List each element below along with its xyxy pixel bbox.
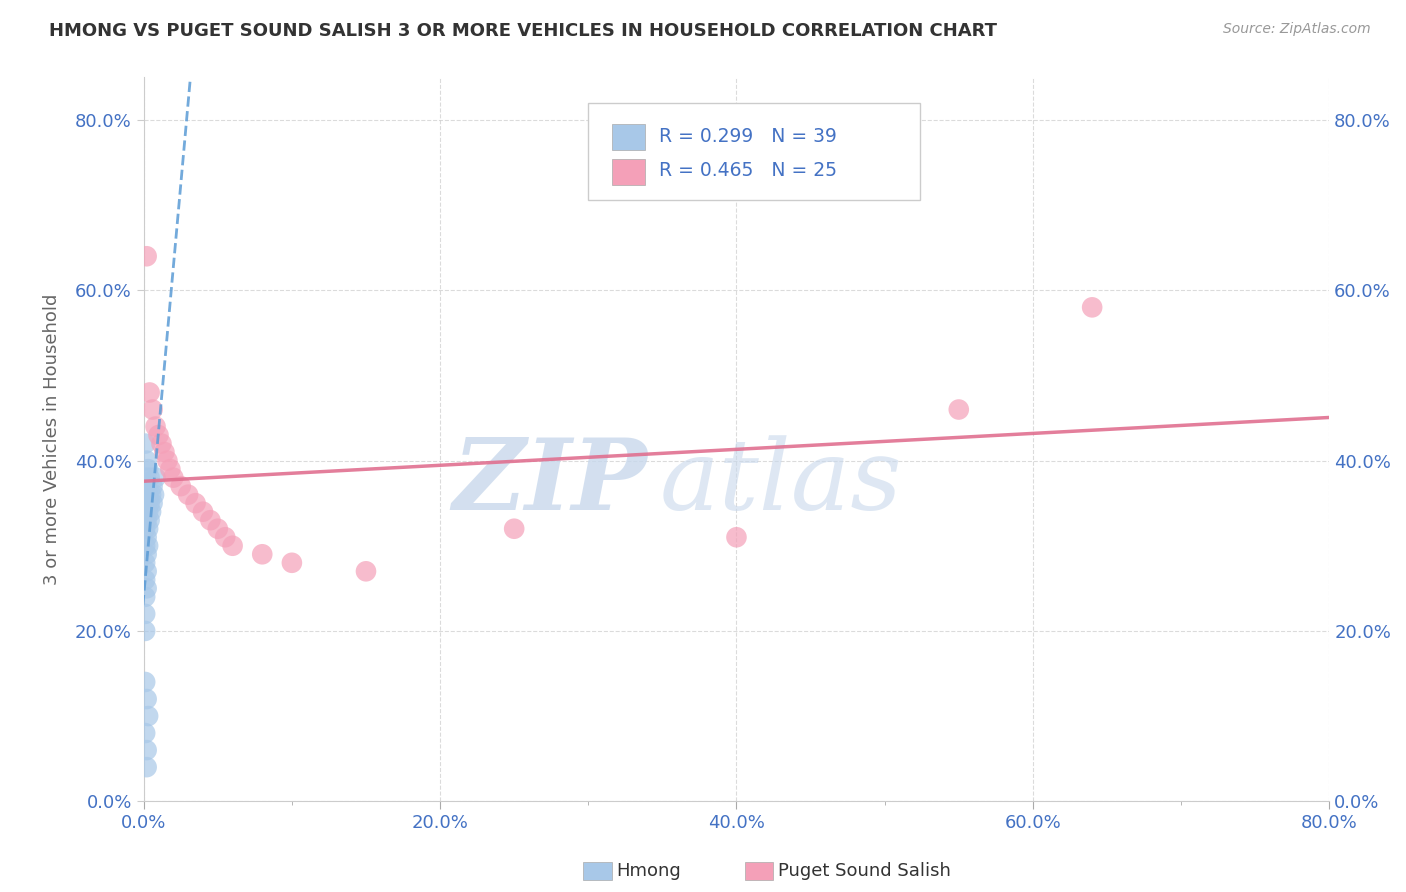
Point	[170, 479, 193, 493]
Point	[145, 419, 167, 434]
Point	[135, 582, 157, 596]
Point	[134, 675, 156, 690]
Point	[134, 556, 156, 570]
Point	[134, 505, 156, 519]
Point	[135, 743, 157, 757]
Point	[135, 692, 157, 706]
Point	[135, 496, 157, 510]
Point	[139, 505, 162, 519]
Point	[191, 505, 214, 519]
Point	[162, 470, 184, 484]
Point	[142, 402, 165, 417]
Point	[281, 556, 304, 570]
Text: ZIP: ZIP	[453, 434, 648, 531]
Point	[214, 530, 236, 544]
Point	[135, 513, 157, 527]
Point	[134, 539, 156, 553]
Point	[1081, 301, 1104, 315]
Point	[142, 496, 165, 510]
Point	[134, 607, 156, 621]
Point	[138, 385, 160, 400]
Point	[135, 453, 157, 467]
Text: Source: ZipAtlas.com: Source: ZipAtlas.com	[1223, 22, 1371, 37]
Text: HMONG VS PUGET SOUND SALISH 3 OR MORE VEHICLES IN HOUSEHOLD CORRELATION CHART: HMONG VS PUGET SOUND SALISH 3 OR MORE VE…	[49, 22, 997, 40]
Point	[135, 530, 157, 544]
Point	[134, 573, 156, 587]
Point	[135, 564, 157, 578]
Point	[136, 462, 159, 476]
Point	[200, 513, 222, 527]
Point	[354, 564, 377, 578]
Point	[136, 488, 159, 502]
Point	[134, 624, 156, 638]
Point	[184, 496, 207, 510]
Point	[135, 760, 157, 774]
Point	[134, 436, 156, 450]
Point	[221, 539, 243, 553]
Point	[139, 488, 162, 502]
Point	[134, 726, 156, 740]
Point	[252, 547, 274, 561]
Point	[143, 488, 166, 502]
Point	[142, 479, 165, 493]
Text: R = 0.465   N = 25: R = 0.465 N = 25	[659, 161, 838, 180]
Point	[138, 470, 160, 484]
Point	[138, 496, 160, 510]
Point	[156, 453, 179, 467]
Text: R = 0.299   N = 39: R = 0.299 N = 39	[659, 127, 838, 145]
Point	[207, 522, 229, 536]
Point	[134, 522, 156, 536]
Text: atlas: atlas	[659, 435, 903, 531]
Point	[150, 436, 173, 450]
FancyBboxPatch shape	[612, 124, 645, 150]
Y-axis label: 3 or more Vehicles in Household: 3 or more Vehicles in Household	[44, 293, 60, 585]
Point	[153, 445, 176, 459]
Point	[135, 547, 157, 561]
Point	[948, 402, 970, 417]
FancyBboxPatch shape	[612, 159, 645, 185]
Point	[503, 522, 526, 536]
Point	[136, 522, 159, 536]
Point	[136, 709, 159, 723]
Point	[148, 428, 170, 442]
Point	[136, 539, 159, 553]
Point	[138, 513, 160, 527]
Text: Hmong: Hmong	[616, 862, 681, 880]
Point	[134, 590, 156, 604]
Point	[725, 530, 748, 544]
Point	[159, 462, 181, 476]
Point	[134, 488, 156, 502]
Point	[134, 470, 156, 484]
Point	[135, 249, 157, 263]
FancyBboxPatch shape	[588, 103, 921, 201]
Text: Puget Sound Salish: Puget Sound Salish	[778, 862, 950, 880]
Point	[145, 470, 167, 484]
Point	[177, 488, 200, 502]
Point	[136, 505, 159, 519]
Point	[135, 479, 157, 493]
